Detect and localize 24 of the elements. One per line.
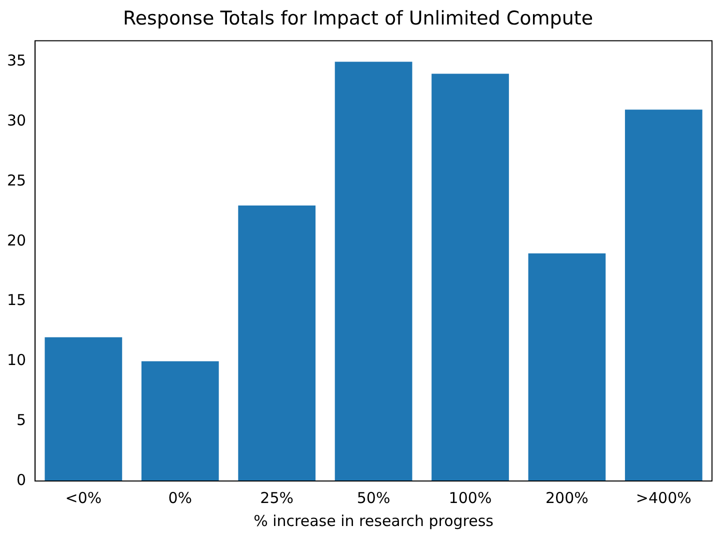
bar [432, 74, 509, 481]
y-tick-label: 30 [6, 112, 26, 130]
y-tick-label: 20 [6, 231, 26, 250]
x-axis-title: % increase in research progress [254, 512, 494, 530]
bar [624, 110, 702, 481]
bar [44, 337, 122, 481]
bar [528, 253, 606, 481]
bar [238, 206, 316, 481]
x-tick-label: <0% [65, 488, 102, 507]
bar [141, 361, 219, 481]
y-tick-label: 25 [6, 171, 26, 190]
x-tick-label: 0% [168, 488, 192, 507]
y-tick-label: 35 [6, 52, 26, 70]
x-tick-label: 25% [260, 488, 294, 507]
x-tick-label: 50% [356, 488, 390, 507]
x-tick-label: >400% [636, 488, 692, 507]
chart-title: Response Totals for Impact of Unlimited Compute [122, 7, 594, 30]
y-tick-label: 0 [16, 470, 26, 489]
bar [334, 62, 412, 481]
y-tick-label: 10 [6, 351, 26, 370]
y-tick-label: 15 [6, 291, 26, 310]
x-tick-label: 200% [546, 488, 588, 507]
y-tick-label: 5 [16, 411, 26, 429]
x-tick-label: 100% [448, 488, 492, 507]
